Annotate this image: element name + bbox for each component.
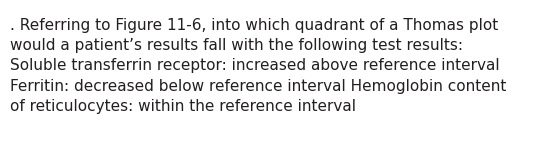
Text: . Referring to Figure 11-6, into which quadrant of a Thomas plot
would a patient: . Referring to Figure 11-6, into which q… <box>10 18 507 114</box>
